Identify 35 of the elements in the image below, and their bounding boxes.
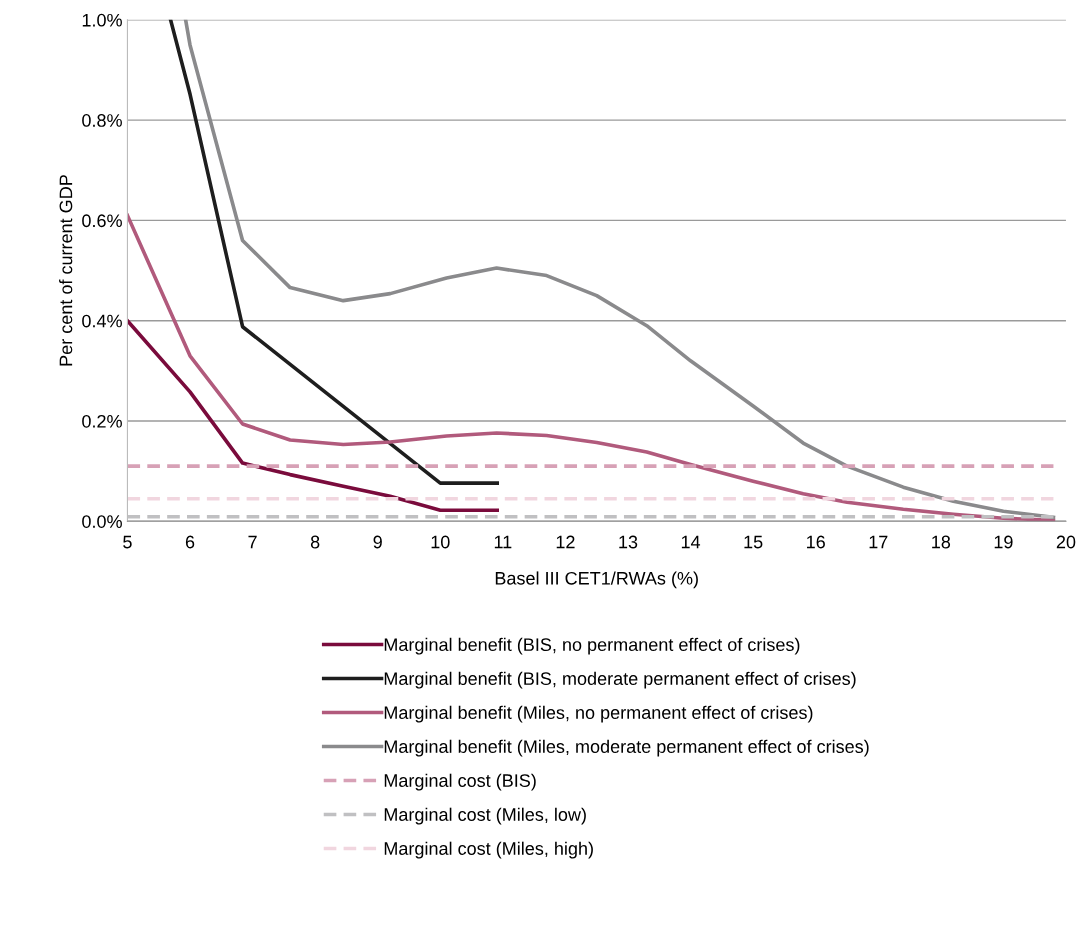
x-tick-label: 17 — [869, 535, 888, 549]
x-tick-label: 20 — [1056, 535, 1076, 549]
y-tick-label: 0.2% — [82, 414, 122, 428]
x-tick-label: 10 — [431, 535, 450, 549]
x-tick-label: 15 — [744, 535, 763, 549]
line-series — [127, 213, 1056, 522]
x-tick-label: 11 — [494, 535, 512, 549]
x-tick-label: 5 — [123, 535, 132, 549]
legend-label: Marginal benefit (Miles, no permanent effect of crises) — [384, 705, 813, 723]
legend-label: Marginal cost (BIS) — [384, 773, 536, 791]
y-tick-label: 0.0% — [82, 515, 122, 528]
line-series — [183, 19, 1056, 520]
x-tick-label: 13 — [619, 535, 638, 549]
x-tick-label: 9 — [373, 535, 382, 549]
legend-label: Marginal benefit (BIS, moderate permanent effect of crises) — [384, 671, 856, 689]
legend-label: Marginal cost (Miles, low) — [384, 807, 586, 825]
x-tick-label: 16 — [807, 535, 825, 549]
legend-label: Marginal benefit (Miles, moderate permanent effect of crises) — [384, 739, 869, 757]
x-tick-label: 8 — [310, 535, 320, 549]
x-tick-label: 12 — [556, 535, 575, 549]
x-tick-label: 7 — [248, 535, 257, 549]
y-axis-title: Per cent of current GDP — [59, 175, 73, 366]
legend-label: Marginal benefit (BIS, no permanent effect of crises) — [384, 637, 800, 655]
x-tick-label: 18 — [932, 535, 951, 549]
line-series — [168, 19, 500, 485]
x-axis-title: Basel III CET1/RWAs (%) — [495, 571, 698, 589]
x-tick-label: 19 — [994, 535, 1013, 549]
y-tick-label: 0.8% — [82, 114, 122, 127]
y-tick-label: 1.0% — [82, 13, 122, 27]
x-tick-label: 14 — [681, 535, 701, 549]
x-tick-label: 6 — [185, 535, 195, 549]
line-series — [127, 318, 500, 513]
y-tick-label: 0.6% — [82, 214, 122, 228]
legend-label: Marginal cost (Miles, high) — [384, 841, 593, 859]
y-tick-label: 0.4% — [82, 314, 122, 328]
